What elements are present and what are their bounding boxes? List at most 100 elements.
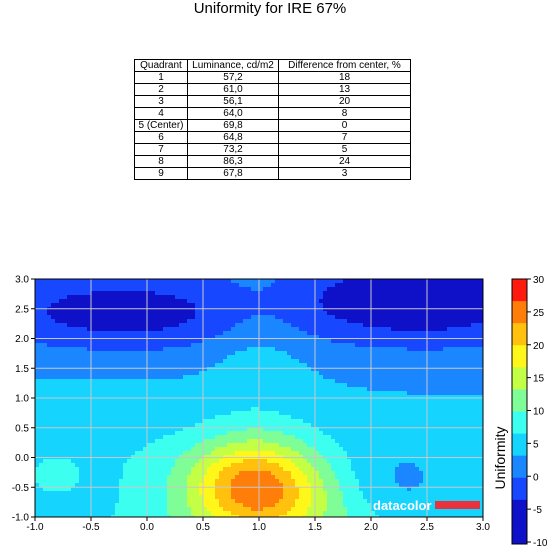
contour-cell: [75, 403, 80, 408]
contour-cell: [343, 307, 348, 312]
contour-cell: [47, 327, 52, 332]
contour-cell: [335, 383, 340, 388]
contour-cell: [311, 323, 316, 328]
contour-cell: [139, 355, 144, 360]
contour-cell: [67, 443, 72, 448]
contour-cell: [139, 499, 144, 504]
contour-cell: [295, 427, 300, 432]
contour-cell: [351, 279, 356, 284]
contour-cell: [283, 415, 288, 420]
contour-cell: [127, 423, 132, 428]
contour-cell: [183, 387, 188, 392]
contour-cell: [251, 491, 256, 496]
contour-cell: [203, 367, 208, 372]
contour-cell: [151, 303, 156, 308]
contour-cell: [163, 363, 168, 368]
contour-cell: [75, 407, 80, 412]
contour-cell: [35, 315, 40, 320]
contour-cell: [55, 443, 60, 448]
contour-cell: [279, 339, 284, 344]
contour-cell: [143, 387, 148, 392]
contour-cell: [235, 303, 240, 308]
contour-cell: [291, 447, 296, 452]
contour-cell: [99, 311, 104, 316]
contour-cell: [295, 307, 300, 312]
contour-cell: [355, 307, 360, 312]
contour-cell: [111, 339, 116, 344]
contour-cell: [171, 315, 176, 320]
contour-cell: [239, 355, 244, 360]
contour-cell: [219, 463, 224, 468]
contour-cell: [259, 347, 264, 352]
contour-cell: [207, 431, 212, 436]
contour-cell: [135, 403, 140, 408]
contour-cell: [59, 307, 64, 312]
contour-cell: [47, 503, 52, 508]
contour-cell: [323, 431, 328, 436]
contour-cell: [319, 363, 324, 368]
contour-cell: [159, 411, 164, 416]
contour-cell: [351, 379, 356, 384]
contour-cell: [319, 403, 324, 408]
contour-cell: [35, 335, 40, 340]
contour-cell: [287, 475, 292, 480]
contour-cell: [175, 351, 180, 356]
contour-cell: [275, 403, 280, 408]
contour-cell: [163, 515, 168, 517]
contour-cell: [271, 311, 276, 316]
contour-cell: [171, 283, 176, 288]
contour-cell: [199, 475, 204, 480]
contour-cell: [47, 383, 52, 388]
contour-cell: [75, 363, 80, 368]
contour-cell: [71, 335, 76, 340]
contour-cell: [111, 299, 116, 304]
contour-cell: [179, 395, 184, 400]
contour-cell: [347, 379, 352, 384]
contour-cell: [67, 503, 72, 508]
contour-cell: [91, 451, 96, 456]
contour-cell: [311, 515, 316, 517]
contour-cell: [59, 515, 64, 517]
contour-cell: [183, 295, 188, 300]
contour-cell: [199, 515, 204, 517]
contour-cell: [287, 347, 292, 352]
contour-cell: [95, 391, 100, 396]
contour-cell: [103, 467, 108, 472]
contour-cell: [223, 339, 228, 344]
contour-cell: [175, 423, 180, 428]
contour-cell: [131, 491, 136, 496]
contour-cell: [43, 391, 48, 396]
contour-cell: [95, 371, 100, 376]
contour-cell: [55, 307, 60, 312]
contour-cell: [135, 415, 140, 420]
contour-cell: [219, 487, 224, 492]
contour-cell: [243, 499, 248, 504]
contour-cell: [75, 343, 80, 348]
contour-cell: [315, 479, 320, 484]
contour-cell: [303, 511, 308, 516]
contour-cell: [163, 303, 168, 308]
contour-cell: [71, 439, 76, 444]
contour-cell: [127, 351, 132, 356]
contour-cell: [251, 327, 256, 332]
contour-cell: [351, 327, 356, 332]
contour-cell: [319, 411, 324, 416]
contour-cell: [63, 311, 68, 316]
contour-cell: [115, 351, 120, 356]
contour-cell: [323, 315, 328, 320]
contour-cell: [167, 395, 172, 400]
contour-cell: [167, 411, 172, 416]
contour-cell: [363, 367, 368, 372]
contour-cell: [359, 295, 364, 300]
contour-cell: [267, 431, 272, 436]
contour-cell: [319, 487, 324, 492]
contour-cell: [223, 315, 228, 320]
contour-cell: [299, 435, 304, 440]
contour-cell: [343, 395, 348, 400]
contour-cell: [143, 503, 148, 508]
contour-cell: [127, 495, 132, 500]
contour-cell: [223, 419, 228, 424]
contour-cell: [115, 295, 120, 300]
contour-cell: [91, 507, 96, 512]
contour-cell: [103, 323, 108, 328]
